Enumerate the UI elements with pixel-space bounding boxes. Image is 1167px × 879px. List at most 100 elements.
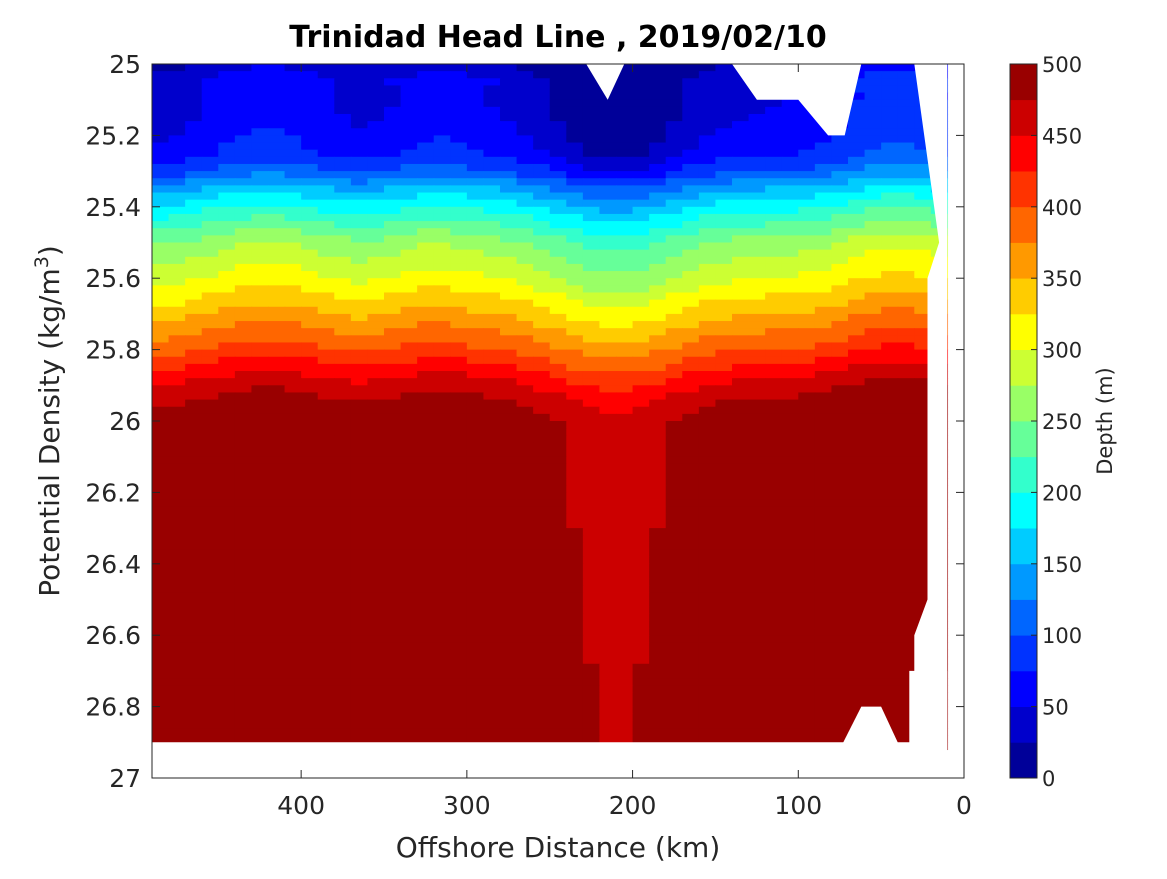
y-tick-label: 25.4 — [85, 193, 141, 222]
contour-cell — [798, 642, 816, 651]
contour-cell — [549, 720, 567, 729]
contour-cell — [649, 685, 667, 693]
contour-cell — [516, 699, 534, 708]
contour-cell — [384, 620, 402, 629]
contour-cell — [284, 278, 302, 286]
contour-cell — [500, 235, 518, 244]
contour-cell — [152, 185, 170, 194]
contour-cell — [665, 485, 683, 493]
contour-cell — [748, 642, 766, 651]
contour-cell — [748, 492, 766, 501]
contour-cell — [433, 271, 451, 279]
y-tick-label: 26.2 — [85, 478, 141, 507]
contour-cell — [897, 499, 915, 508]
contour-cell — [566, 663, 584, 672]
contour-cell — [384, 663, 402, 672]
contour-cell — [284, 135, 302, 144]
contour-cell — [549, 378, 567, 386]
contour-cell — [814, 570, 833, 579]
contour-cell — [831, 371, 849, 379]
contour-cell — [698, 292, 717, 301]
contour-cell — [748, 428, 766, 436]
contour-cell — [317, 306, 335, 315]
contour-cell — [168, 706, 186, 715]
contour-cell — [798, 356, 816, 365]
contour-cell — [268, 513, 286, 522]
contour-cell — [218, 613, 236, 622]
contour-cell — [218, 585, 236, 593]
contour-cell — [715, 206, 733, 215]
contour-cell — [301, 492, 319, 501]
contour-cell — [533, 613, 551, 622]
contour-cell — [765, 599, 783, 608]
contour-cell — [765, 228, 783, 236]
contour-cell — [168, 285, 186, 294]
contour-cell — [566, 363, 584, 372]
contour-cell — [152, 713, 170, 722]
contour-cell — [350, 492, 369, 501]
contour-cell — [500, 313, 518, 322]
contour-cell — [881, 485, 899, 493]
contour-cell — [616, 413, 634, 422]
contour-cell — [317, 349, 335, 358]
contour-cell — [665, 378, 683, 386]
contour-cell — [732, 113, 750, 122]
contour-cell — [433, 92, 451, 101]
contour-cell — [698, 378, 717, 386]
contour-cell — [814, 178, 833, 186]
contour-cell — [251, 656, 269, 665]
contour-cell — [450, 371, 468, 379]
contour-cell — [251, 206, 269, 215]
contour-cell — [732, 563, 750, 572]
contour-cell — [732, 449, 750, 458]
contour-cell — [152, 678, 170, 686]
contour-cell — [367, 342, 385, 351]
contour-cell — [682, 106, 700, 115]
contour-cell — [516, 549, 534, 558]
contour-cell — [616, 363, 634, 372]
contour-cell — [268, 656, 286, 665]
contour-cell — [334, 635, 352, 643]
contour-cell — [682, 199, 700, 208]
contour-cell — [732, 499, 750, 508]
contour-cell — [234, 678, 253, 686]
contour-cell — [897, 421, 915, 429]
contour-cell — [251, 149, 269, 158]
contour-cell — [798, 213, 816, 222]
contour-cell — [168, 171, 186, 179]
contour-cell — [616, 406, 634, 415]
contour-cell — [748, 392, 766, 401]
contour-cell — [616, 513, 634, 522]
contour-cell — [168, 192, 186, 201]
contour-cell — [500, 292, 518, 301]
contour-cell — [781, 435, 799, 444]
contour-cell — [831, 506, 849, 515]
contour-cell — [649, 356, 667, 365]
contour-cell — [848, 378, 866, 386]
contour-cell — [616, 135, 634, 144]
contour-cell — [400, 392, 418, 401]
contour-cell — [400, 192, 418, 201]
contour-cell — [864, 485, 882, 493]
contour-cell — [384, 520, 402, 529]
contour-cell — [152, 613, 170, 622]
contour-cell — [466, 685, 485, 693]
contour-cell — [466, 735, 485, 743]
contour-cell — [251, 235, 269, 244]
contour-cell — [765, 463, 783, 472]
contour-cell — [682, 720, 700, 729]
contour-cell — [665, 128, 683, 136]
contour-cell — [682, 670, 700, 679]
contour-cell — [616, 399, 634, 408]
contour-cell — [317, 442, 335, 451]
contour-cell — [417, 442, 435, 451]
contour-cell — [500, 263, 518, 272]
contour-cell — [533, 292, 551, 301]
contour-cell — [400, 399, 418, 408]
contour-cell — [881, 399, 899, 408]
contour-cell — [864, 135, 882, 144]
contour-cell — [268, 106, 286, 115]
contour-cell — [616, 149, 634, 158]
contour-cell — [350, 663, 369, 672]
contour-cell — [698, 363, 717, 372]
